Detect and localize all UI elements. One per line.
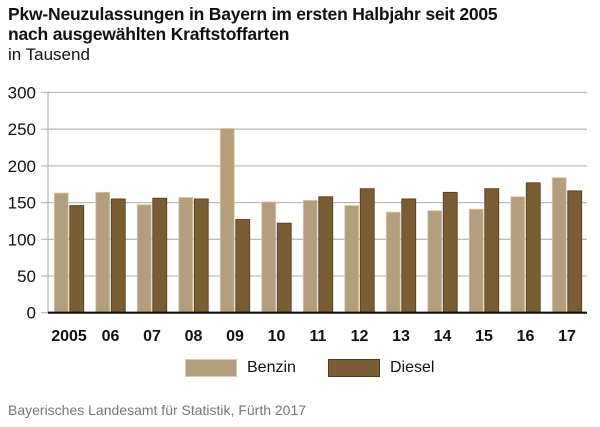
y-tick-label: 300 bbox=[8, 84, 36, 103]
bar-benzin bbox=[551, 177, 567, 314]
bar-diesel bbox=[567, 190, 583, 314]
bar-diesel bbox=[110, 198, 126, 314]
y-tick-label: 0 bbox=[27, 304, 36, 323]
bar-benzin bbox=[53, 192, 69, 314]
legend-swatch-diesel bbox=[328, 359, 380, 377]
x-tick-label: 16 bbox=[517, 328, 535, 345]
x-tick-label: 13 bbox=[392, 328, 410, 345]
bar-benzin bbox=[261, 201, 277, 314]
axes bbox=[47, 91, 587, 314]
chart-title-line-2: nach ausgewählten Kraftstoffarten bbox=[8, 24, 290, 44]
bar-benzin bbox=[302, 199, 318, 314]
x-tick-label: 06 bbox=[102, 328, 120, 345]
chart-title: Pkw-Neuzulassungen in Bayern im ersten H… bbox=[8, 4, 498, 44]
source-note: Bayerisches Landesamt für Statistik, Für… bbox=[8, 402, 307, 418]
x-tick-label: 17 bbox=[558, 328, 576, 345]
x-tick-label: 08 bbox=[185, 328, 203, 345]
bars bbox=[53, 128, 583, 314]
x-tick-label: 2005 bbox=[51, 328, 87, 345]
bar-diesel bbox=[484, 188, 500, 314]
y-tick-label: 150 bbox=[8, 194, 36, 213]
bar-benzin bbox=[385, 211, 401, 314]
x-axis-labels: 2005 06 07 08 09 10 11 12 13 14 15 16 17 bbox=[51, 328, 576, 345]
bar-benzin bbox=[510, 196, 526, 314]
x-tick-label: 11 bbox=[310, 328, 327, 345]
legend-label-benzin: Benzin bbox=[247, 359, 296, 376]
bar-benzin bbox=[136, 204, 152, 314]
bar-chart: 0 50 100 150 200 250 300 2005 06 07 08 09 10 11 12 13 1… bbox=[8, 84, 587, 345]
bar-diesel bbox=[235, 219, 251, 314]
legend-label-diesel: Diesel bbox=[390, 359, 435, 376]
bar-diesel bbox=[401, 198, 417, 314]
bar-diesel bbox=[276, 222, 292, 314]
bar-diesel bbox=[525, 182, 541, 314]
bar-diesel bbox=[193, 198, 209, 314]
x-tick-label: 12 bbox=[351, 328, 369, 345]
bar-benzin bbox=[95, 191, 111, 314]
x-tick-label: 07 bbox=[143, 328, 161, 345]
bar-benzin bbox=[427, 210, 443, 314]
bar-diesel bbox=[442, 191, 458, 314]
bar-benzin bbox=[344, 205, 360, 314]
x-tick-label: 15 bbox=[475, 328, 493, 345]
y-tick-label: 250 bbox=[8, 120, 36, 139]
chart-title-line-1: Pkw-Neuzulassungen in Bayern im ersten H… bbox=[8, 4, 498, 24]
bar-diesel bbox=[318, 196, 334, 314]
x-tick-label: 14 bbox=[434, 328, 452, 345]
bar-diesel bbox=[359, 188, 375, 314]
bar-benzin bbox=[219, 128, 235, 314]
y-tick-label: 50 bbox=[17, 267, 36, 286]
bar-diesel bbox=[69, 205, 85, 314]
chart-subtitle: in Tausend bbox=[8, 45, 90, 64]
bar-benzin bbox=[468, 208, 484, 314]
x-tick-label: 09 bbox=[226, 328, 244, 345]
y-tick-label: 200 bbox=[8, 157, 36, 176]
bar-benzin bbox=[178, 197, 194, 314]
bar-diesel bbox=[152, 197, 168, 314]
y-axis-ticks: 0 50 100 150 200 250 300 bbox=[8, 84, 48, 323]
x-tick-label: 10 bbox=[268, 328, 286, 345]
y-tick-label: 100 bbox=[8, 230, 36, 249]
legend-swatch-benzin bbox=[185, 359, 237, 377]
